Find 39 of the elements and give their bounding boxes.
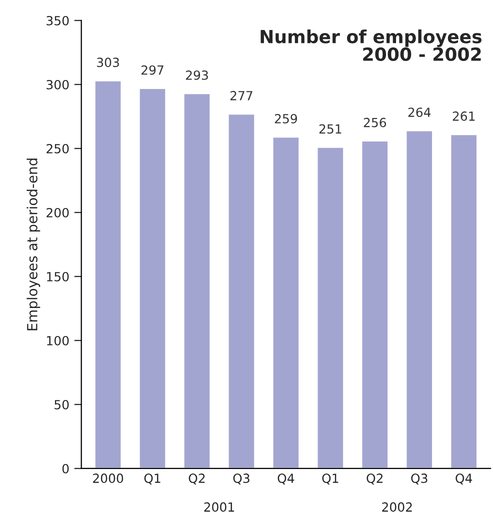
x-tick-label: Q4 [456, 474, 472, 484]
y-tick-label: 300 [46, 80, 69, 90]
data-label: 259 [274, 114, 297, 124]
y-axis-title: Employees at period-end [26, 158, 40, 330]
bar [360, 140, 389, 468]
data-label: 303 [97, 58, 119, 68]
bar [182, 92, 212, 468]
bar [405, 130, 434, 468]
y-tick-label: 200 [46, 208, 69, 218]
data-label: 261 [452, 111, 475, 121]
bar [316, 146, 344, 468]
x-tick-label: 2000 [93, 474, 124, 484]
data-label: 297 [141, 65, 164, 75]
y-tick-label: 0 [62, 464, 69, 474]
text: Number of employees 2000 - 2002 [260, 29, 482, 62]
bar [138, 88, 167, 468]
x-tick-label: Q1 [144, 474, 160, 484]
x-tick-label: Q2 [188, 474, 205, 484]
bar [450, 134, 478, 468]
bar [272, 136, 300, 468]
x-tick-label: Q1 [322, 474, 338, 484]
y-tick-label: 150 [47, 272, 69, 282]
text: 2001 [204, 502, 234, 512]
y-tick-label: 50 [54, 400, 69, 410]
bar [227, 113, 256, 468]
data-label: 277 [230, 90, 252, 100]
x-tick-label: Q4 [278, 474, 294, 484]
bar [94, 80, 122, 468]
x-tick-label: Q3 [411, 474, 428, 484]
data-label: 264 [408, 108, 431, 118]
y-tick-label: 100 [47, 336, 69, 346]
text: 2002 [382, 502, 412, 512]
data-label: 256 [364, 118, 386, 128]
data-label: 251 [319, 124, 342, 134]
data-label: 293 [186, 70, 208, 80]
x-tick-label: Q2 [366, 474, 383, 484]
y-tick-label: 250 [46, 144, 69, 154]
y-tick-label: 350 [46, 16, 69, 26]
x-tick-label: Q3 [233, 474, 250, 484]
